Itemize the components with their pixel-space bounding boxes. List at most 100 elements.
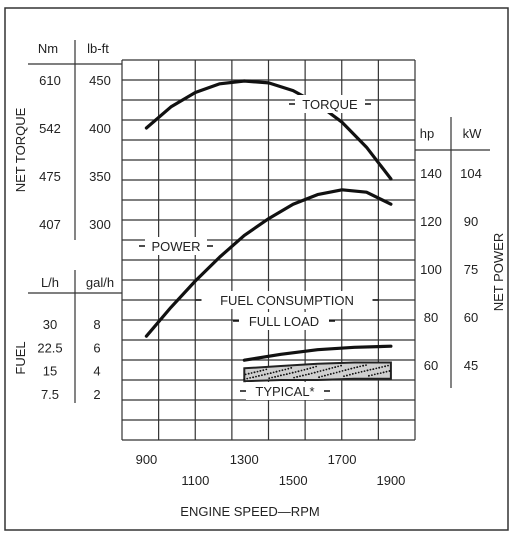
fuel-tick-lh: 15	[43, 364, 57, 379]
band-texture-dot	[365, 364, 367, 366]
power-unit-hp: hp	[420, 126, 434, 141]
fuel-axis-title: FUEL	[13, 341, 28, 374]
band-texture-dot	[294, 371, 297, 373]
torque-axis-title: NET TORQUE	[13, 107, 28, 192]
band-texture-dot	[284, 368, 287, 371]
torque-tick-lbft: 300	[89, 217, 111, 232]
band-texture-dot	[313, 371, 316, 374]
band-texture-dot	[265, 368, 268, 371]
band-texture-dot	[381, 366, 383, 368]
fuel-consumption-label-bg	[201, 291, 373, 309]
band-texture-dot	[252, 376, 255, 379]
full-load-series-label: FULL LOAD	[249, 314, 319, 329]
band-texture-dot	[261, 374, 263, 377]
fuel-tick-lh: 7.5	[41, 387, 59, 402]
band-texture-dot	[382, 371, 385, 374]
x-tick-label: 1900	[376, 473, 405, 488]
band-texture-dot	[266, 372, 269, 375]
band-texture-dot	[359, 365, 361, 368]
band-texture-dot	[338, 370, 341, 373]
fuel-tick-galh: 2	[93, 387, 100, 402]
band-texture-dot	[290, 367, 293, 369]
fuel-tick-galh: 4	[93, 364, 100, 379]
band-texture-dot	[305, 373, 307, 376]
band-texture-dot	[354, 372, 357, 375]
band-texture-dot	[369, 368, 372, 371]
series-layer	[144, 79, 393, 383]
torque-tick-nm: 407	[39, 217, 61, 232]
series-line	[144, 188, 393, 338]
torque-unit-nm: Nm	[38, 41, 58, 56]
series-line	[242, 344, 393, 362]
band-texture-dot	[247, 372, 250, 375]
fuel-tick-galh: 6	[93, 340, 100, 355]
band-texture-dot	[319, 370, 322, 372]
band-texture-dot	[300, 369, 303, 372]
torque-tick-nm: 475	[39, 169, 61, 184]
fuel-unit-galh: gal/h	[86, 275, 114, 290]
band-texture-dot	[243, 378, 246, 381]
power-tick-hp: 80	[424, 310, 438, 325]
band-texture-dot	[303, 368, 306, 371]
band-texture-dot	[387, 364, 389, 367]
power-series-label-bg	[145, 237, 207, 255]
band-texture-dot	[258, 375, 260, 377]
band-texture-dot	[362, 364, 364, 367]
band-texture-dot	[299, 375, 301, 378]
band-texture-dot	[278, 370, 281, 372]
band-texture-dot	[291, 371, 294, 374]
band-texture-dot	[337, 365, 339, 368]
band-texture-dot	[281, 369, 284, 372]
band-texture-dot	[341, 370, 344, 372]
band-texture-dot	[372, 368, 375, 370]
labels-layer: TORQUE POWER FUEL CONSUMPTION FULL LOAD TYPI…	[139, 95, 379, 400]
power-tick-kw: 90	[464, 214, 478, 229]
torque-series-label-bg	[295, 95, 365, 113]
band-texture-dot	[328, 367, 331, 370]
series-line	[144, 79, 393, 181]
band-texture-dot	[371, 374, 373, 376]
band-texture-dot	[312, 366, 315, 369]
typical-band-label-bg	[246, 382, 324, 400]
band-texture-dot	[309, 367, 312, 370]
power-unit-kw: kW	[463, 126, 483, 141]
band-texture-dot	[327, 373, 329, 376]
band-texture-dot	[322, 369, 325, 372]
torque-tick-lbft: 350	[89, 169, 111, 184]
torque-tick-nm: 610	[39, 73, 61, 88]
torque-tick-lbft: 450	[89, 73, 111, 88]
band-texture-dot	[351, 373, 354, 375]
band-texture-dot	[274, 376, 276, 378]
power-tick-hp: 60	[424, 358, 438, 373]
power-tick-kw: 60	[464, 310, 478, 325]
band-texture-dot	[324, 374, 326, 377]
frame	[4, 7, 509, 531]
band-texture-dot	[287, 367, 290, 370]
band-texture-dot	[378, 366, 381, 369]
band-texture-dot	[325, 368, 328, 371]
band-texture-dot	[331, 367, 334, 369]
x-tick-label: 900	[136, 452, 158, 467]
band-texture-dot	[255, 375, 257, 378]
x-axis-title: ENGINE SPEED—RPM	[180, 504, 319, 519]
band-texture-dot	[277, 375, 279, 378]
power-series-label: POWER	[151, 239, 200, 254]
band-texture-dot	[315, 365, 317, 368]
band-texture-dot	[283, 373, 285, 376]
band-texture-dot	[343, 375, 345, 378]
power-axis-title: NET POWER	[491, 233, 506, 312]
x-tick-label: 1700	[328, 452, 357, 467]
band-texture-dot	[256, 370, 259, 373]
torque-tick-nm: 542	[39, 121, 61, 136]
band-texture-dot	[244, 373, 247, 376]
torque-series-label: TORQUE	[302, 97, 358, 112]
band-texture-dot	[280, 374, 282, 377]
band-texture-dot	[329, 373, 332, 375]
band-texture-dot	[353, 366, 356, 369]
band-texture-dot	[376, 372, 379, 375]
power-tick-kw: 75	[464, 262, 478, 277]
band-texture-dot	[262, 369, 265, 372]
band-texture-dot	[275, 370, 278, 373]
band-texture-dot	[288, 372, 291, 375]
